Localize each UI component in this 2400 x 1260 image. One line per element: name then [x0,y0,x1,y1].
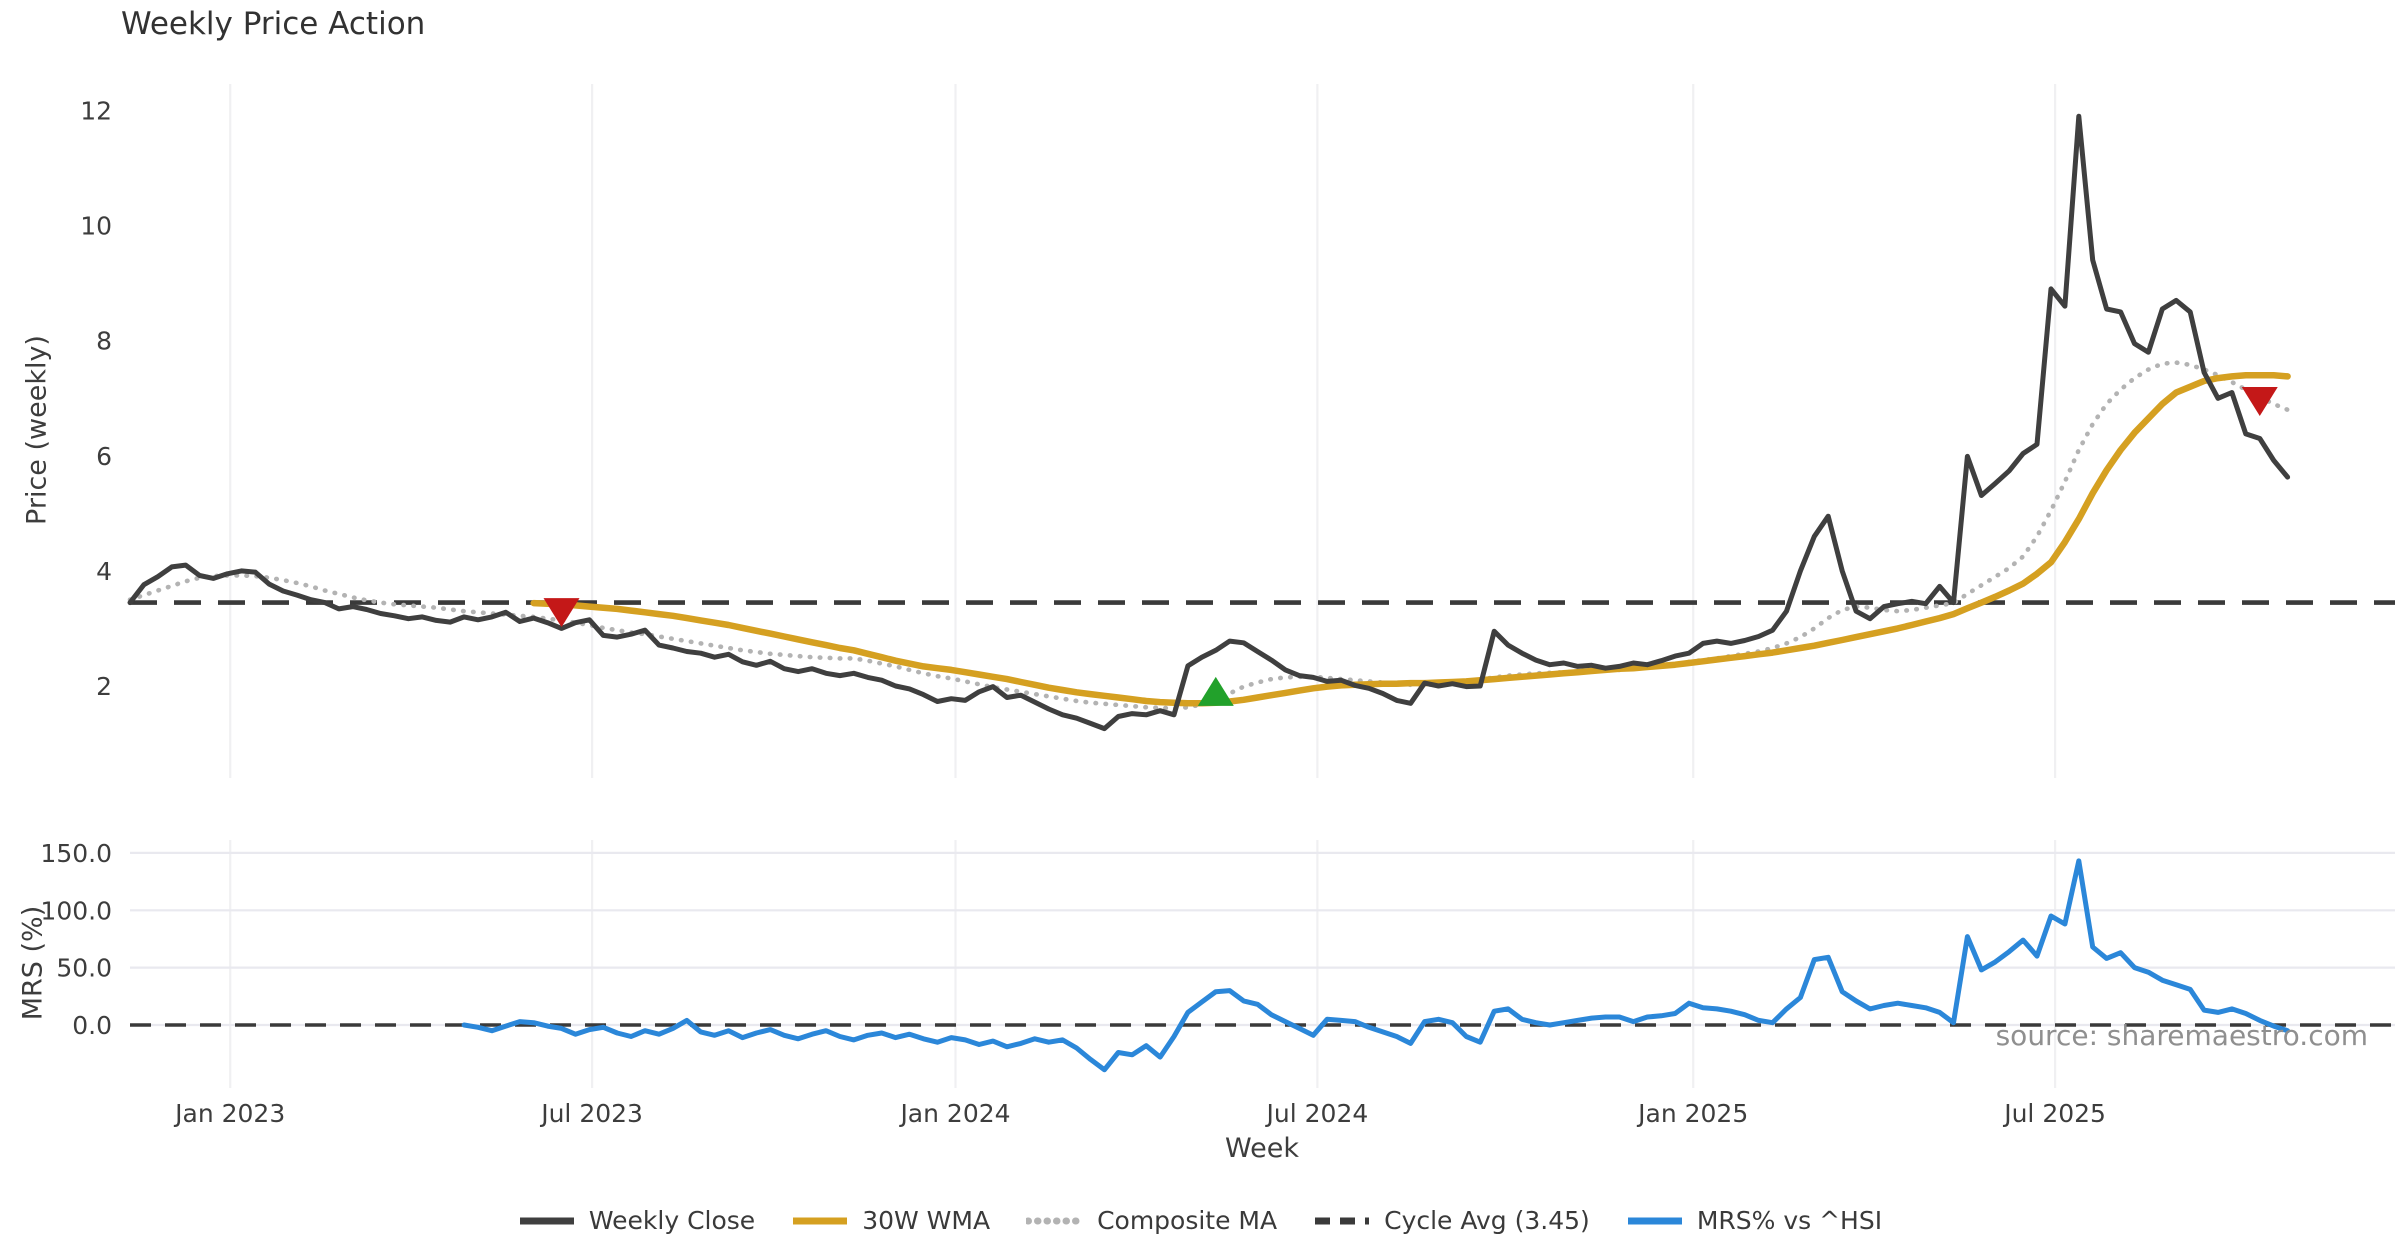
legend-line-sample [519,1217,574,1224]
legend: Weekly Close 30W WMA Composite MA Cycle … [0,1206,2400,1235]
price-tick-label: 12 [80,97,112,126]
weekly-close-line [127,113,2291,732]
chart-title: Weekly Price Action [121,6,426,42]
price-tick-label: 6 [96,442,112,471]
price-tick-label: 2 [96,672,112,701]
sell-signal-marker [543,598,580,628]
sell-signal-marker [2241,386,2278,416]
price-axis-label: Price (weekly) [21,335,53,525]
x-tick-label: Jul 2024 [1265,1099,1369,1128]
source-watermark: source: sharemaestro.com [1995,1019,2368,1052]
wma-line [530,371,2291,707]
legend-label: MRS% vs ^HSI [1696,1206,1883,1235]
price-tick-label: 10 [80,212,112,241]
legend-line-sample [1315,1217,1370,1224]
legend-label: 30W WMA [862,1206,991,1235]
legend-label: Weekly Close [588,1206,756,1235]
mrs-tick-label: 100.0 [40,896,112,925]
composite-ma-line [127,360,2290,711]
mrs-tick-label: 0.0 [72,1011,112,1040]
x-tick-label: Jul 2023 [539,1099,643,1128]
x-tick-label: Jan 2024 [898,1099,1010,1128]
x-tick-label: Jan 2023 [173,1099,285,1128]
legend-line-sample [1627,1217,1682,1224]
mrs-axis-label: MRS (%) [17,905,49,1021]
legend-item: Composite MA [1026,1206,1277,1235]
price-tick-label: 8 [96,327,112,356]
legend-line-sample [1026,1217,1085,1224]
mrs-line [461,858,2291,1073]
legend-label: Cycle Avg (3.45) [1384,1206,1590,1235]
legend-line-sample [793,1217,848,1224]
legend-item: MRS% vs ^HSI [1626,1206,1882,1235]
mrs-tick-label: 150.0 [40,839,112,868]
price-tick-label: 4 [96,557,112,586]
week-axis-label: Week [1225,1133,1299,1164]
legend-item: 30W WMA [791,1206,990,1235]
legend-label: Composite MA [1097,1206,1278,1235]
legend-item: Weekly Close [518,1206,755,1235]
x-tick-label: Jul 2025 [2002,1099,2106,1128]
legend-item: Cycle Avg (3.45) [1313,1206,1590,1235]
mrs-tick-label: 50.0 [56,954,112,983]
buy-signal-marker [1197,676,1234,706]
x-tick-label: Jan 2025 [1636,1099,1748,1128]
